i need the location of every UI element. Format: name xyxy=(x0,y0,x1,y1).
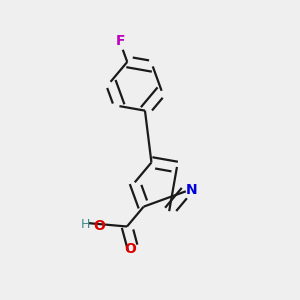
Text: N: N xyxy=(185,183,197,197)
Text: O: O xyxy=(94,219,106,233)
Text: O: O xyxy=(124,242,136,256)
Text: F: F xyxy=(116,34,126,49)
Text: H: H xyxy=(81,218,91,231)
